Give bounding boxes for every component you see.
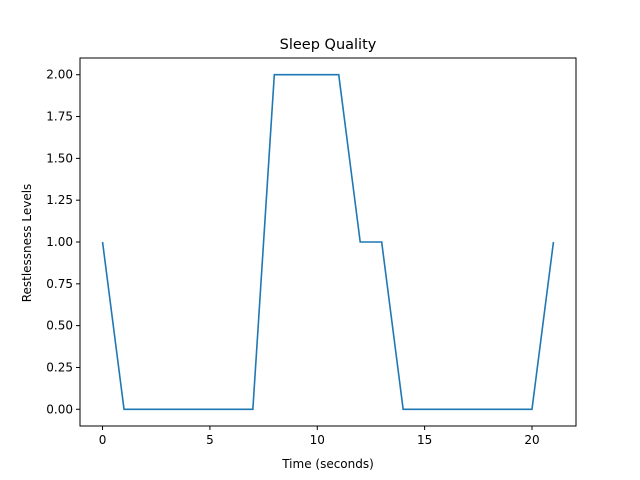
- x-axis-title: Time (seconds): [281, 457, 374, 471]
- y-tick-label: 0.75: [46, 277, 73, 291]
- plot-area: 0 5 10 15 20 0.00 0.25 0.50 0.75 1.00 1.25 1.50 1.75…: [46, 57, 577, 447]
- x-tick-label: 0: [99, 433, 107, 447]
- y-axis-title: Restlessness Levels: [20, 184, 34, 303]
- y-tick-label: 1.75: [46, 110, 73, 124]
- x-tick-label: 20: [524, 433, 539, 447]
- y-tick-label: 0.50: [46, 319, 73, 333]
- y-tick-label: 1.00: [46, 235, 73, 249]
- x-tick-label: 15: [417, 433, 432, 447]
- x-tick-label: 5: [206, 433, 214, 447]
- y-tick-label: 1.25: [46, 193, 73, 207]
- chart-title: Sleep Quality: [280, 37, 377, 53]
- y-tick-label: 2.00: [46, 68, 73, 82]
- x-tick-label: 10: [310, 433, 325, 447]
- series-line: [101, 73, 555, 411]
- y-tick-label: 0.00: [46, 402, 73, 416]
- y-tick-label: 0.25: [46, 360, 73, 374]
- y-tick-label: 1.50: [46, 151, 73, 165]
- axes-frame: [79, 57, 577, 427]
